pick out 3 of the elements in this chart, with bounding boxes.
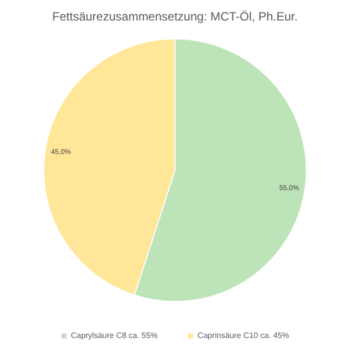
chart-title: Fettsäurezusammensetzung: MCT-Öl, Ph.Eur. (52, 10, 298, 24)
legend-label: Caprylsäure C8 ca. 55% (70, 331, 158, 340)
legend-label: Caprinsäure C10 ca. 45% (198, 331, 290, 340)
